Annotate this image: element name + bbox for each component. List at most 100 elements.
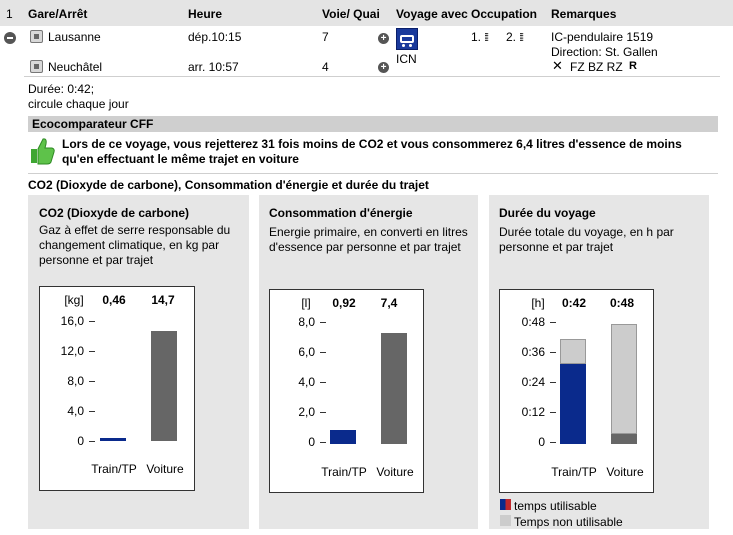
duration-train-unusable-bar: [560, 339, 586, 364]
co2-tick-label: 8,0: [67, 374, 84, 388]
expand-plus-icon[interactable]: +: [378, 62, 389, 73]
energy-tick-mark: [320, 412, 326, 413]
legend-unusable-label: Temps non utilisable: [514, 515, 623, 529]
energy-desc-line1: Energie primaire, en converti en litres: [269, 225, 468, 239]
column-station: Gare/Arrêt: [28, 7, 88, 21]
legend-usable-label: temps utilisable: [514, 499, 597, 513]
legend-unusable-swatch: [500, 515, 511, 526]
duration-tick-label: 0:48: [521, 315, 545, 329]
remark-train: IC-pendulaire 1519: [551, 30, 654, 44]
train-type: ICN: [396, 52, 417, 66]
co2-title: CO2 (Dioxyde de carbone): [39, 206, 190, 220]
arrival-platform: 4: [322, 60, 329, 74]
co2-train-value: 0,46: [102, 293, 126, 307]
energy-car-value: 7,4: [380, 296, 398, 310]
co2-tick-mark: [89, 381, 95, 382]
occupancy-second-label: 2.: [506, 30, 517, 44]
occupancy-second-icon: ⁞⁞⁞: [519, 32, 524, 44]
departure-time: dép.10:15: [188, 30, 242, 44]
co2-car-bar: [151, 330, 177, 441]
duration-tick-mark: [550, 412, 556, 413]
energy-tick-label: 6,0: [298, 345, 315, 359]
expand-plus-icon[interactable]: +: [378, 33, 389, 44]
energy-train-bar: [330, 430, 356, 444]
energy-car-label: Voiture: [376, 465, 414, 479]
duration-tick-mark: [550, 442, 556, 443]
remark-codes: FZ BZ RZ: [570, 60, 623, 74]
co2-car-label: Voiture: [146, 462, 184, 476]
co2-tick-mark: [89, 321, 95, 322]
co2-desc-line2: changement climatique, en kg par: [39, 238, 220, 252]
duration-car-usable-bar: [611, 434, 637, 444]
co2-desc-line1: Gaz à effet de serre responsable du: [39, 223, 231, 237]
thumbs-up-icon: [31, 138, 55, 165]
frequency-text: circule chaque jour: [28, 97, 129, 111]
duration-car-label: Voiture: [606, 465, 644, 479]
reservation-code: R: [629, 60, 637, 72]
duration-car-value: 0:48: [609, 296, 635, 310]
duration-train-label: Train/TP: [551, 465, 597, 479]
duration-train-usable-bar: [560, 364, 586, 444]
co2-chart: [kg] 0,46 14,7 16,0 12,0 8,0 4,0 0 Train…: [39, 286, 195, 491]
station-icon: [30, 60, 43, 73]
energy-tick-label: 4,0: [298, 375, 315, 389]
station-icon: [30, 30, 43, 43]
departure-station[interactable]: Lausanne: [48, 30, 101, 44]
eco-message-line2: qu'en effectuant le même trajet en voitu…: [62, 152, 299, 166]
energy-tick-mark: [320, 442, 326, 443]
eco-subtitle: CO2 (Dioxyde de carbone), Consommation d…: [28, 178, 429, 192]
eco-message-line1: Lors de ce voyage, vous rejetterez 31 fo…: [62, 137, 682, 151]
column-time: Heure: [188, 7, 223, 21]
legend-usable-swatch: [500, 499, 511, 510]
departure-platform: 7: [322, 30, 329, 44]
duration-train-value: 0:42: [561, 296, 587, 310]
energy-train-value: 0,92: [332, 296, 356, 310]
duration-tick-mark: [550, 322, 556, 323]
co2-train-label: Train/TP: [91, 462, 137, 476]
row-divider: [24, 76, 720, 77]
duration-text: Durée: 0:42;: [28, 82, 95, 96]
co2-car-value: 14,7: [151, 293, 175, 307]
collapse-icon[interactable]: [4, 32, 16, 44]
duration-tick-label: 0: [538, 435, 545, 449]
energy-unit: [l]: [301, 296, 311, 310]
co2-tick-label: 12,0: [60, 344, 84, 358]
arrival-station[interactable]: Neuchâtel: [48, 60, 103, 74]
co2-tick-mark: [89, 441, 95, 442]
co2-tick-mark: [89, 351, 95, 352]
energy-desc-line2: d'essence par personne et par trajet: [269, 240, 461, 254]
restaurant-icon: ✕: [552, 58, 563, 73]
energy-car-bar: [381, 333, 407, 444]
section-divider: [28, 173, 718, 174]
result-index: 1: [6, 7, 13, 21]
energy-tick-mark: [320, 322, 326, 323]
energy-tick-label: 0: [308, 435, 315, 449]
co2-tick-label: 0: [77, 434, 84, 448]
duration-tick-label: 0:12: [521, 405, 545, 419]
duration-tick-mark: [550, 352, 556, 353]
co2-tick-mark: [89, 411, 95, 412]
train-icon[interactable]: [396, 28, 418, 50]
duration-chart: [h] 0:42 0:48 0:48 0:36 0:24 0:12 0 Trai…: [499, 289, 654, 493]
column-remarks: Remarques: [551, 7, 617, 21]
co2-tick-label: 16,0: [60, 314, 84, 328]
arrival-time: arr. 10:57: [188, 60, 239, 74]
column-platform: Voie/ Quai: [322, 7, 380, 21]
occupancy-first-label: 1.: [471, 30, 482, 44]
energy-title: Consommation d'énergie: [269, 206, 413, 220]
duration-tick-label: 0:36: [521, 345, 545, 359]
energy-tick-label: 8,0: [298, 315, 315, 329]
co2-desc-line3: personne et par trajet: [39, 253, 154, 267]
co2-train-bar: [100, 437, 126, 441]
duration-tick-mark: [550, 382, 556, 383]
duration-title: Durée du voyage: [499, 206, 596, 220]
column-travel-with: Voyage avec: [396, 7, 468, 21]
remark-direction: Direction: St. Gallen: [551, 45, 658, 59]
co2-tick-label: 4,0: [67, 404, 84, 418]
duration-unit: [h]: [531, 296, 545, 310]
column-occupancy: Occupation: [471, 7, 538, 21]
duration-desc-line2: personne et par trajet: [499, 240, 614, 254]
energy-tick-mark: [320, 382, 326, 383]
energy-tick-label: 2,0: [298, 405, 315, 419]
energy-chart: [l] 0,92 7,4 8,0 6,0 4,0 2,0 0 Train/TP …: [269, 289, 424, 493]
